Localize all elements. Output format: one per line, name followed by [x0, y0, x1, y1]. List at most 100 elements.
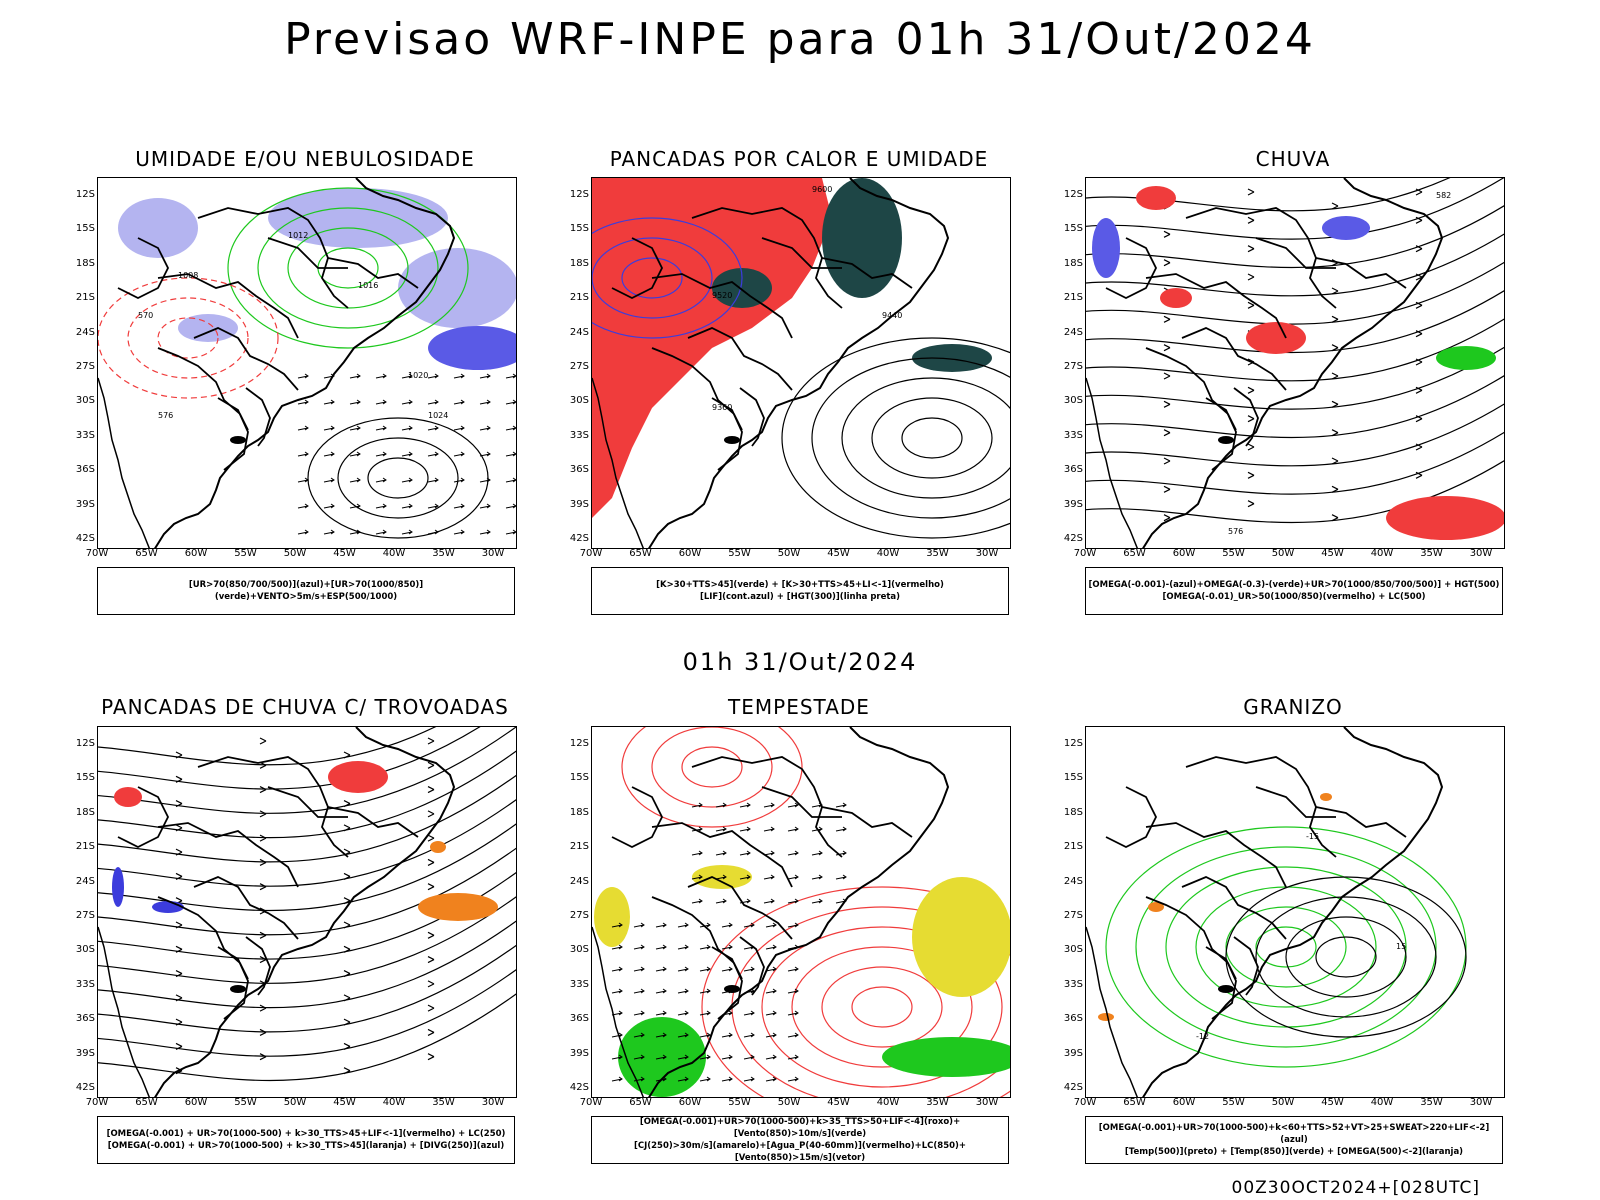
longitude-label: 45W: [827, 548, 850, 559]
latitude-label: 42S: [75, 533, 95, 544]
streamline-arrow: [1247, 245, 1255, 253]
wind-vector: [677, 966, 689, 972]
latitude-label: 42S: [1063, 1082, 1083, 1093]
legend-line: [OMEGA(-0.001) + UR>70(1000-500) + k>30_…: [106, 1129, 506, 1139]
convection-area: [712, 268, 772, 308]
wind-vector: [453, 425, 465, 431]
wind-vector: [633, 1010, 645, 1016]
wind-vector: [375, 477, 387, 483]
longitude-label: 65W: [629, 1097, 652, 1108]
wind-vector: [349, 399, 361, 405]
state-border: [1233, 936, 1259, 996]
streamline-arrow: [1415, 330, 1423, 338]
latitude-label: 12S: [569, 738, 589, 749]
contour-label: 1012: [288, 231, 308, 240]
state-border: [691, 207, 843, 309]
contour-line: [901, 417, 963, 459]
contour-line: [307, 417, 489, 539]
wind-vector: [453, 477, 465, 483]
latitude-label: 18S: [75, 806, 95, 818]
wind-vector: [765, 1076, 777, 1082]
streamline: [98, 727, 516, 814]
streamline-arrow: [259, 1053, 267, 1061]
wind-vector: [715, 898, 727, 904]
longitude-label: 35W: [432, 548, 455, 559]
lagoon: [230, 985, 246, 993]
wind-vector: [763, 898, 775, 904]
streamline: [1086, 318, 1504, 382]
latitude-label: 18S: [75, 257, 95, 269]
latitude-label: 21S: [75, 292, 95, 304]
wind-vector: [349, 425, 361, 431]
pacific-coastline: [592, 377, 645, 548]
wind-vector: [323, 503, 335, 509]
chuva-map: 582 576: [1085, 177, 1505, 549]
longitude-label: 45W: [827, 1097, 850, 1108]
streamline: [98, 896, 516, 984]
latitude-label: 42S: [569, 1082, 589, 1093]
streamline-arrow: [427, 786, 435, 794]
streamline-arrow: [1415, 245, 1423, 253]
contour-line: [227, 187, 469, 349]
wind-vector: [765, 944, 777, 950]
streamline-arrow: [427, 956, 435, 964]
wind-vector: [479, 477, 491, 483]
streamline-arrow: [1163, 429, 1171, 437]
wind-vector: [633, 944, 645, 950]
streamline: [1086, 178, 1451, 212]
longitude-label: 35W: [1420, 548, 1443, 559]
wind-vector: [691, 850, 703, 856]
base-map: [98, 178, 456, 548]
wind-vector: [427, 529, 439, 535]
longitude-label: 40W: [876, 548, 900, 559]
longitude-label: 60W: [678, 1097, 702, 1108]
pancadas-chuva-trovoadas-title: PANCADAS DE CHUVA C/ TROVOADAS: [101, 695, 509, 719]
streamline-arrow: [175, 872, 183, 880]
thunderstorm-area: [592, 178, 832, 518]
latitude-label: 39S: [1063, 498, 1083, 510]
wind-vector: [699, 944, 711, 950]
streamline: [1086, 178, 1504, 240]
legend-line: [OMEGA(-0.001)+UR>70(1000-500)+k<60+TTS>…: [1098, 1123, 1490, 1145]
longitude-label: 30W: [481, 548, 505, 559]
wind-vector: [375, 503, 387, 509]
longitude-label: 45W: [1321, 1097, 1344, 1108]
latitude-label: 36S: [1063, 464, 1083, 476]
wind-vector: [401, 399, 413, 405]
latitude-label: 33S: [75, 429, 95, 441]
wind-vector: [835, 802, 847, 808]
state-border: [245, 387, 271, 447]
wind-vector: [453, 503, 465, 509]
wind-vector: [691, 898, 703, 904]
streamline-arrow: [1415, 188, 1423, 196]
state-border: [197, 756, 349, 858]
wind-vector: [633, 966, 645, 972]
contour-line: [621, 257, 683, 299]
state-border: [217, 397, 249, 471]
wind-vector: [787, 898, 799, 904]
streamline-arrow: [1415, 216, 1423, 224]
wind-vector: [787, 1010, 799, 1016]
wind-vector: [375, 451, 387, 457]
latitude-label: 21S: [75, 841, 95, 853]
longitude-label: 35W: [1420, 1097, 1443, 1108]
wind-vector: [323, 529, 335, 535]
wind-vector: [715, 874, 727, 880]
contour-line: [701, 886, 1010, 1097]
streamline-arrow: [1247, 273, 1255, 281]
wind-vector: [739, 850, 751, 856]
streamline-arrow: [259, 810, 267, 818]
wind-vector: [611, 922, 623, 928]
wind-vector: [765, 1054, 777, 1060]
wind-vector: [787, 1032, 799, 1038]
chuva-title: CHUVA: [1255, 147, 1331, 171]
streamline-arrow: [1163, 485, 1171, 493]
streamline-arrow: [259, 737, 267, 745]
omega-area: [1436, 346, 1496, 370]
wind-vector: [453, 529, 465, 535]
latitude-label: 21S: [569, 841, 589, 853]
contour-line: [1225, 906, 1347, 988]
wind-vector: [655, 944, 667, 950]
wind-vector: [811, 874, 823, 880]
wind-vector: [297, 425, 309, 431]
